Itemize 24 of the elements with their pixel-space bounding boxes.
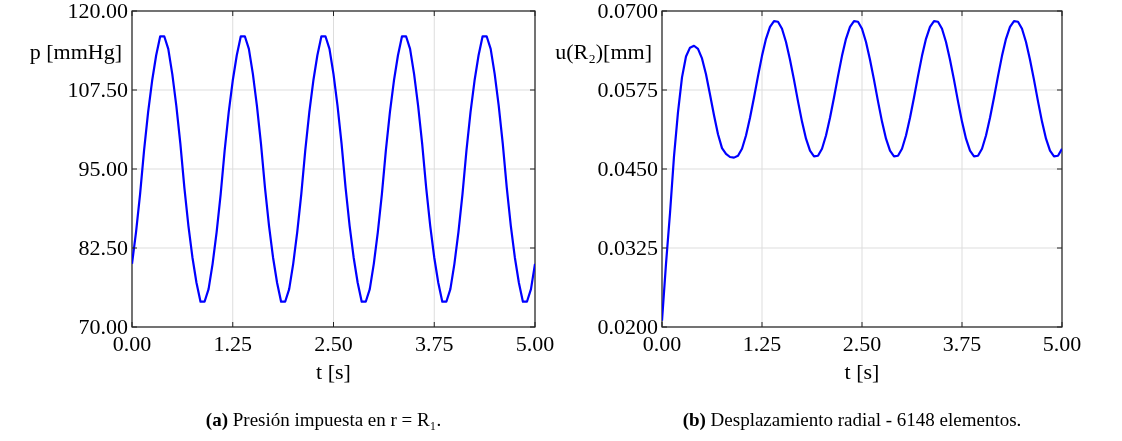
line-series — [132, 35, 535, 303]
x-tick-label: 2.50 — [314, 331, 353, 356]
x-tick-label: 1.25 — [742, 331, 782, 356]
x-tick-label: 1.25 — [213, 331, 252, 356]
y-tick-label: 82.50 — [78, 235, 128, 260]
y-axis-title: u(R₂)[mm] — [555, 39, 652, 64]
x-tick-label: 5.00 — [515, 331, 555, 356]
y-axis-title: p [mmHg] — [29, 39, 122, 64]
x-tick-label: 5.00 — [1042, 331, 1082, 356]
x-tick-label: 2.50 — [842, 331, 882, 356]
y-tick-label: 120.00 — [67, 0, 128, 23]
x-tick-label: 3.75 — [942, 331, 982, 356]
y-tick-label: 107.50 — [67, 77, 128, 102]
y-tick-label: 0.0700 — [597, 0, 658, 23]
y-tick-label: 95.00 — [78, 156, 128, 181]
text: (a) Presión impuesta en r = R₁. — [205, 409, 442, 431]
text: (b) Desplazamiento radial - 6148 elementos. — [682, 409, 1022, 431]
y-tick-label: 0.0450 — [597, 156, 658, 181]
y-tick-label: 0.0575 — [597, 77, 658, 102]
line-series — [662, 20, 1062, 322]
x-tick-label: 3.75 — [415, 331, 454, 356]
y-tick-label: 0.0325 — [597, 235, 658, 260]
x-axis-title: t [s] — [844, 359, 880, 384]
x-axis-title: t [s] — [316, 359, 351, 384]
